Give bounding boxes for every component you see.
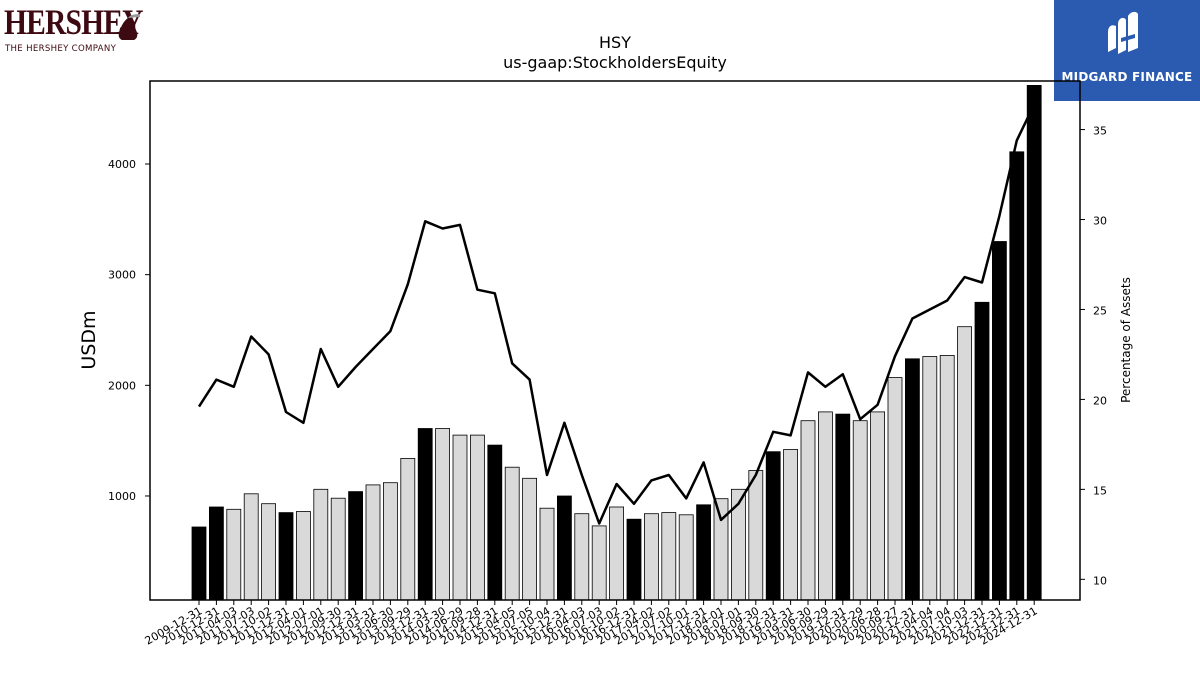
bar-2013-03-31 [365, 484, 381, 601]
bar-2012-07-01 [313, 488, 329, 601]
bar-2020-03-29 [852, 420, 868, 601]
chart-title: HSY [599, 33, 631, 52]
hershey-subtitle: THE HERSHEY COMPANY [5, 44, 117, 54]
bar-2017-04-02 [644, 513, 659, 601]
bar-2014-06-29 [452, 434, 468, 601]
right-y-tick-label: 35 [1093, 125, 1107, 138]
bar-2012-09-30 [330, 497, 346, 601]
right-y-tick-label: 25 [1093, 304, 1107, 317]
bar-2011-10-02 [261, 503, 277, 601]
bar-2011-12-31 [278, 512, 294, 601]
bar-2016-10-02 [609, 506, 624, 601]
bar-2024-12-31 [1026, 85, 1042, 601]
bar-2017-12-31 [696, 504, 711, 601]
bar-2020-12-31 [905, 358, 920, 601]
bar-2013-09-29 [400, 457, 416, 601]
bar-2019-09-29 [818, 411, 833, 601]
left-y-axis-label: USDm [78, 310, 100, 369]
left-y-tick-label: 4000 [108, 158, 136, 171]
bar-2021-12-31 [974, 301, 990, 601]
bar-2018-09-30 [748, 470, 764, 601]
right-y-axis: 10 15 20 25 30 35 [1080, 125, 1107, 587]
hershey-logo: HERSHEY THE HERSHEY COMPANY [4, 4, 144, 56]
bar-2013-06-30 [382, 482, 398, 601]
bar-2021-04-04 [922, 356, 938, 601]
bar-2023-12-31 [1009, 151, 1025, 601]
midgard-finance-logo: MIDGARD FINANCE [1054, 0, 1200, 101]
percentage-of-assets-line [197, 103, 1036, 525]
bar-2017-10-01 [678, 514, 694, 601]
bar-2019-03-31 [783, 449, 798, 601]
x-axis: 2009-12-312010-12-312011-04-032011-07-03… [143, 600, 1040, 648]
bar-2014-09-28 [469, 434, 485, 601]
bar-2012-04-01 [295, 511, 311, 601]
bar-2020-06-28 [870, 411, 885, 601]
right-y-tick-label: 15 [1093, 484, 1107, 497]
left-y-tick-label: 3000 [108, 269, 136, 282]
right-y-tick-label: 20 [1093, 394, 1107, 407]
left-y-axis: 1000 2000 3000 4000 [108, 158, 150, 503]
bar-2018-07-01 [731, 488, 746, 601]
bar-2011-04-03 [226, 508, 242, 601]
bar-2012-12-31 [348, 491, 364, 601]
bar-2013-12-31 [417, 428, 433, 601]
hershey-kiss-icon [118, 14, 140, 40]
bar-2019-12-31 [835, 413, 851, 601]
bar-2018-12-31 [765, 451, 781, 601]
bar-2014-12-31 [487, 444, 503, 601]
bar-2016-04-03 [574, 513, 590, 601]
right-y-tick-label: 30 [1093, 215, 1107, 228]
bar-2015-10-04 [539, 507, 555, 601]
bar-2021-07-04 [939, 354, 955, 601]
chart-subtitle: us-gaap:StockholdersEquity [503, 53, 727, 72]
midgard-finance-name: MIDGARD FINANCE [1061, 70, 1193, 84]
midgard-emblem-icon [1108, 11, 1138, 54]
bar-2015-04-05 [504, 466, 520, 601]
bar-2015-12-31 [557, 495, 572, 601]
bar-2021-10-03 [957, 326, 972, 601]
bar-2016-12-31 [626, 518, 642, 601]
bar-2019-06-30 [800, 420, 816, 601]
bar-2015-07-05 [522, 477, 537, 601]
left-y-tick-label: 2000 [108, 379, 136, 392]
left-y-tick-label: 1000 [108, 490, 136, 503]
bar-2016-07-03 [591, 525, 607, 601]
plot-frame [149, 80, 1081, 601]
bar-2011-07-03 [243, 493, 259, 601]
bar-2022-12-31 [992, 241, 1007, 601]
bar-2020-09-27 [887, 377, 903, 601]
bars-layer [191, 85, 1042, 601]
bar-2014-03-30 [435, 428, 451, 601]
right-y-tick-label: 10 [1093, 574, 1107, 587]
bar-2017-07-02 [661, 512, 677, 601]
bar-2010-12-31 [208, 506, 224, 601]
right-y-axis-label: Percentage of Assets [1119, 277, 1133, 403]
bar-2009-12-31 [191, 526, 207, 601]
